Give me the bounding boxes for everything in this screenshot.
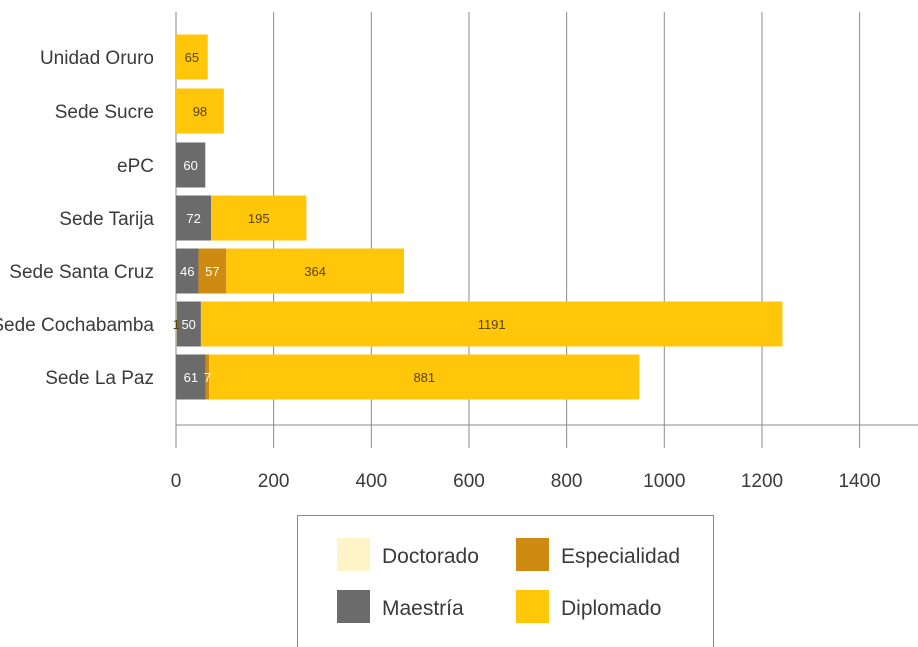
data-label-maestr-a-3: 72 — [186, 211, 200, 226]
bar-maestr-a-5 — [176, 301, 201, 347]
x-tick-label-0: 0 — [171, 471, 182, 492]
axes: Unidad Oruro Sede Sucre ePC Sede Tarija Sede… — [0, 48, 881, 492]
bars — [176, 34, 783, 400]
bar-maestr-a-2 — [176, 142, 206, 188]
legend-label-doctorado: Doctorado — [382, 545, 479, 568]
legend: Doctorado Especialidad Maestría Diplomado — [297, 515, 714, 647]
bar-maestr-a-3 — [176, 195, 212, 241]
legend-label-especialidad: Especialidad — [561, 545, 680, 568]
category-label-3: Sede Tarija — [59, 209, 154, 230]
bar-diplomado-3 — [211, 195, 307, 241]
data-label-diplomado-3: 195 — [248, 211, 270, 226]
bar-diplomado-6 — [209, 354, 640, 400]
bar-especialidad-4 — [198, 248, 227, 294]
legend-swatch-maestr-a — [337, 590, 370, 623]
category-label-2: ePC — [117, 156, 154, 177]
bar-diplomado-5 — [200, 301, 783, 347]
category-label-0: Unidad Oruro — [40, 48, 154, 69]
data-label-maestr-a-2: 60 — [183, 158, 197, 173]
bar-maestr-a-4 — [176, 248, 199, 294]
category-label-5: Sede Cochabamba — [0, 315, 154, 336]
data-label-maestr-a-6: 61 — [184, 370, 198, 385]
data-label-doctorado-5: 1 — [173, 317, 180, 332]
data-label-maestr-a-5: 50 — [181, 317, 195, 332]
x-tick-label-1200: 1200 — [741, 471, 783, 492]
legend-label-diplomado: Diplomado — [561, 597, 661, 620]
legend-box — [297, 515, 714, 647]
bar-diplomado-4 — [226, 248, 405, 294]
x-tick-label-1400: 1400 — [838, 471, 880, 492]
legend-swatch-doctorado — [337, 538, 370, 571]
bar-especialidad-6 — [205, 354, 210, 400]
bar-diplomado-0 — [176, 34, 208, 80]
bar-diplomado-1 — [176, 88, 224, 134]
data-label-maestr-a-4: 46 — [180, 264, 194, 279]
bar-maestr-a-6 — [176, 354, 206, 400]
data-label-especialidad-6: 7 — [204, 370, 211, 385]
data-label-diplomado-4: 364 — [304, 264, 326, 279]
legend-label-maestr-a: Maestría — [382, 597, 464, 620]
x-tick-label-600: 600 — [453, 471, 485, 492]
legend-swatch-diplomado — [516, 590, 549, 623]
gridlines — [175, 12, 918, 448]
x-tick-label-400: 400 — [355, 471, 387, 492]
data-label-diplomado-5: 1191 — [478, 317, 506, 332]
data-label-diplomado-0: 65 — [185, 50, 199, 65]
data-label-especialidad-4: 57 — [205, 264, 219, 279]
data-label-diplomado-1: 98 — [193, 104, 207, 119]
legend-swatch-especialidad — [516, 538, 549, 571]
category-label-4: Sede Santa Cruz — [9, 262, 154, 283]
category-label-6: Sede La Paz — [45, 368, 154, 389]
category-label-1: Sede Sucre — [55, 102, 154, 123]
x-tick-label-200: 200 — [258, 471, 290, 492]
x-tick-label-1000: 1000 — [643, 471, 685, 492]
x-tick-label-800: 800 — [551, 471, 583, 492]
data-labels: 65 98 60 72 195 46 57 364 1 50 1191 61 7 881 — [173, 50, 506, 385]
data-label-diplomado-6: 881 — [413, 370, 435, 385]
